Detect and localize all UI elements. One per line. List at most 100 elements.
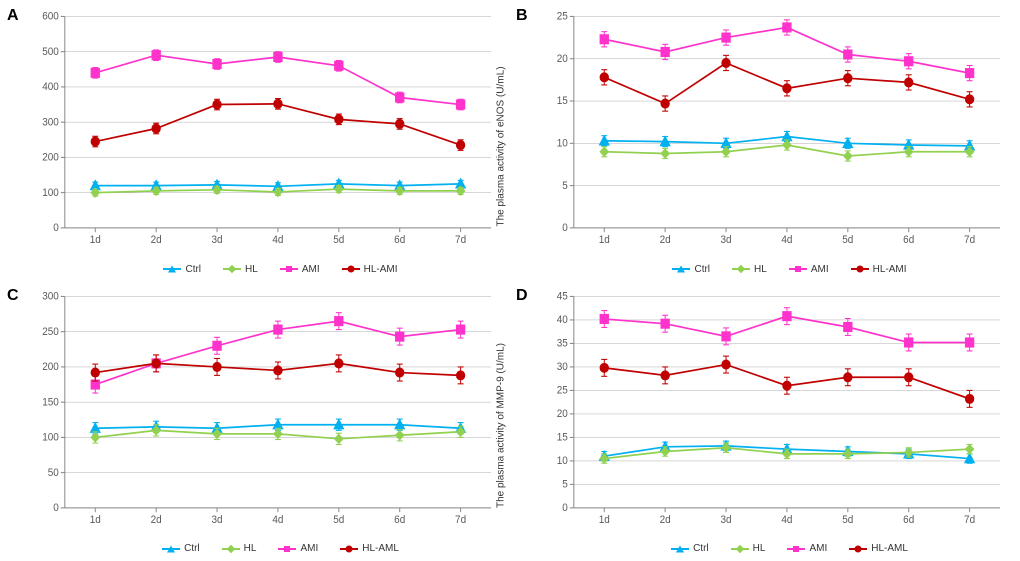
svg-text:100: 100 <box>42 432 59 443</box>
svg-text:45: 45 <box>557 291 568 302</box>
svg-text:5: 5 <box>562 479 568 490</box>
svg-text:2d: 2d <box>660 235 671 246</box>
svg-text:10: 10 <box>557 138 568 149</box>
legend-item-hl-ami: HL-AMI <box>342 264 398 275</box>
svg-text:3d: 3d <box>212 514 223 525</box>
svg-text:4d: 4d <box>272 514 283 525</box>
legend-label: AMI <box>809 543 827 554</box>
legend-item-ctrl: Ctrl <box>162 543 200 554</box>
svg-text:4d: 4d <box>781 514 792 525</box>
chart-d: 0 5 10 15 20 25 30 35 40 45 1d 2d 3d 4d 5d 6d 7d <box>532 290 1010 532</box>
chart-c: 0 50 100 150 200 250 300 1d 2d 3d 4d 5d 6d 7d <box>23 290 501 532</box>
svg-text:300: 300 <box>42 117 59 128</box>
legend-d: Ctrl HL AMI HL-AML <box>574 543 1005 554</box>
svg-text:150: 150 <box>42 397 59 408</box>
svg-text:6d: 6d <box>394 235 405 246</box>
legend-item-ami: AMI <box>787 543 827 554</box>
svg-text:250: 250 <box>42 326 59 337</box>
svg-text:0: 0 <box>53 223 59 234</box>
svg-text:10: 10 <box>557 455 568 466</box>
svg-text:400: 400 <box>42 82 59 93</box>
legend-item-hl-ami: HL-AML <box>849 543 908 554</box>
legend-item-hl-ami: HL-AML <box>340 543 399 554</box>
legend-label: HL-AMI <box>873 264 907 275</box>
legend-item-ctrl: Ctrl <box>163 264 201 275</box>
svg-text:7d: 7d <box>964 235 975 246</box>
svg-text:3d: 3d <box>212 235 223 246</box>
panel-b-label: B <box>516 7 528 25</box>
panel-c: C The plasma concentration of NO (nmol/L… <box>5 285 506 557</box>
svg-text:30: 30 <box>557 361 568 372</box>
panel-d: D The plasma activity of MMP-9 (U/mL) 05… <box>514 285 1015 557</box>
svg-text:0: 0 <box>53 502 59 513</box>
svg-text:7d: 7d <box>455 235 466 246</box>
svg-text:3d: 3d <box>721 235 732 246</box>
svg-text:1d: 1d <box>90 514 101 525</box>
legend-a: Ctrl HL AMI HL-AMI <box>65 264 496 275</box>
svg-text:0: 0 <box>562 223 568 234</box>
svg-text:3d: 3d <box>721 514 732 525</box>
legend-label: HL-AMI <box>364 264 398 275</box>
panel-a: A The plasma content of VEGF (ng/mL) 010… <box>5 5 506 277</box>
svg-text:5d: 5d <box>842 514 853 525</box>
svg-text:15: 15 <box>557 96 568 107</box>
svg-text:0: 0 <box>562 502 568 513</box>
panel-b-y-title: The plasma activity of eNOS (U/mL) <box>496 66 507 226</box>
svg-text:50: 50 <box>48 467 59 478</box>
svg-text:5: 5 <box>562 181 568 192</box>
svg-text:6d: 6d <box>394 514 405 525</box>
legend-label: HL-AML <box>362 543 399 554</box>
svg-text:6d: 6d <box>903 514 914 525</box>
svg-text:300: 300 <box>42 291 59 302</box>
svg-text:1d: 1d <box>90 235 101 246</box>
svg-text:1d: 1d <box>599 514 610 525</box>
panel-d-y-title: The plasma activity of MMP-9 (U/mL) <box>496 343 507 508</box>
svg-text:2d: 2d <box>151 235 162 246</box>
svg-text:5d: 5d <box>842 235 853 246</box>
legend-item-hl-ami: HL-AMI <box>851 264 907 275</box>
svg-text:25: 25 <box>557 11 568 22</box>
chart-grid: A The plasma content of VEGF (ng/mL) 010… <box>5 5 1015 556</box>
svg-text:200: 200 <box>42 152 59 163</box>
svg-text:7d: 7d <box>455 514 466 525</box>
svg-text:2d: 2d <box>660 514 671 525</box>
legend-item-ami: AMI <box>278 543 318 554</box>
legend-label: Ctrl <box>184 543 200 554</box>
svg-text:6d: 6d <box>903 235 914 246</box>
svg-text:600: 600 <box>42 11 59 22</box>
legend-label: AMI <box>811 264 829 275</box>
legend-c: Ctrl HL AMI HL-AML <box>65 543 496 554</box>
legend-item-ctrl: Ctrl <box>671 543 709 554</box>
legend-item-ami: AMI <box>280 264 320 275</box>
svg-text:40: 40 <box>557 314 568 325</box>
legend-label: HL <box>245 264 258 275</box>
svg-text:20: 20 <box>557 408 568 419</box>
chart-a: 01002003004005006001d2d3d4d5d6d7d <box>23 10 501 252</box>
svg-text:5d: 5d <box>333 514 344 525</box>
svg-text:200: 200 <box>42 361 59 372</box>
svg-text:20: 20 <box>557 54 568 65</box>
legend-label: Ctrl <box>185 264 201 275</box>
svg-text:4d: 4d <box>781 235 792 246</box>
legend-item-hl: HL <box>222 543 257 554</box>
svg-text:2d: 2d <box>151 514 162 525</box>
svg-text:4d: 4d <box>272 235 283 246</box>
legend-label: HL <box>754 264 767 275</box>
legend-item-ami: AMI <box>789 264 829 275</box>
legend-item-hl: HL <box>731 543 766 554</box>
svg-text:7d: 7d <box>964 514 975 525</box>
svg-text:100: 100 <box>42 188 59 199</box>
legend-label: HL <box>753 543 766 554</box>
svg-text:500: 500 <box>42 47 59 58</box>
panel-d-label: D <box>516 287 528 305</box>
legend-item-ctrl: Ctrl <box>672 264 710 275</box>
svg-text:25: 25 <box>557 385 568 396</box>
legend-item-hl: HL <box>732 264 767 275</box>
svg-text:15: 15 <box>557 432 568 443</box>
legend-label: Ctrl <box>693 543 709 554</box>
legend-item-hl: HL <box>223 264 258 275</box>
svg-text:35: 35 <box>557 338 568 349</box>
legend-label: HL-AML <box>871 543 908 554</box>
panel-c-label: C <box>7 287 19 305</box>
svg-text:1d: 1d <box>599 235 610 246</box>
